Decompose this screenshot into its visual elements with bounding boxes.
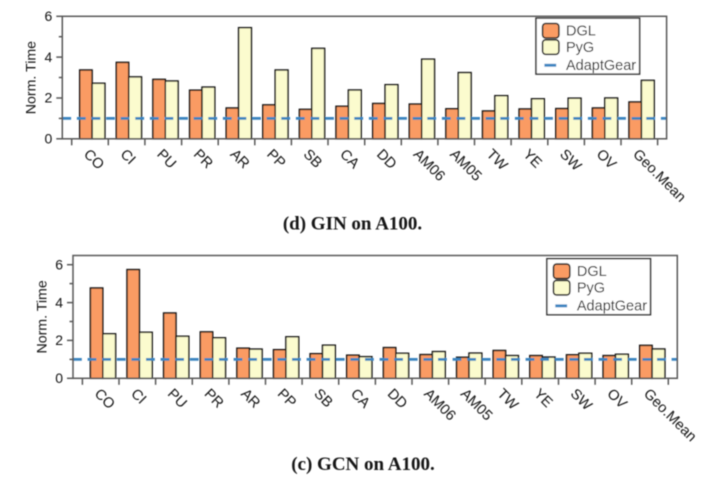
svg-text:(d) GIN on A100.: (d) GIN on A100. [283,213,422,234]
svg-text:DGL: DGL [577,264,607,280]
svg-text:0: 0 [55,370,63,386]
svg-text:DGL: DGL [566,24,596,40]
svg-text:6: 6 [45,8,53,24]
svg-text:Norm. Time: Norm. Time [34,280,50,353]
svg-text:0: 0 [45,131,53,147]
svg-text:4: 4 [55,294,63,310]
svg-text:PyG: PyG [577,280,605,296]
svg-text:(c) GCN on A100.: (c) GCN on A100. [291,454,435,475]
svg-text:2: 2 [55,332,63,348]
svg-text:4: 4 [45,49,53,65]
svg-text:6: 6 [55,256,63,272]
svg-text:2: 2 [45,90,53,106]
svg-text:Norm. Time: Norm. Time [24,41,40,114]
svg-text:PyG: PyG [566,40,594,56]
svg-text:AdaptGear: AdaptGear [566,58,636,74]
svg-text:AdaptGear: AdaptGear [577,299,647,315]
